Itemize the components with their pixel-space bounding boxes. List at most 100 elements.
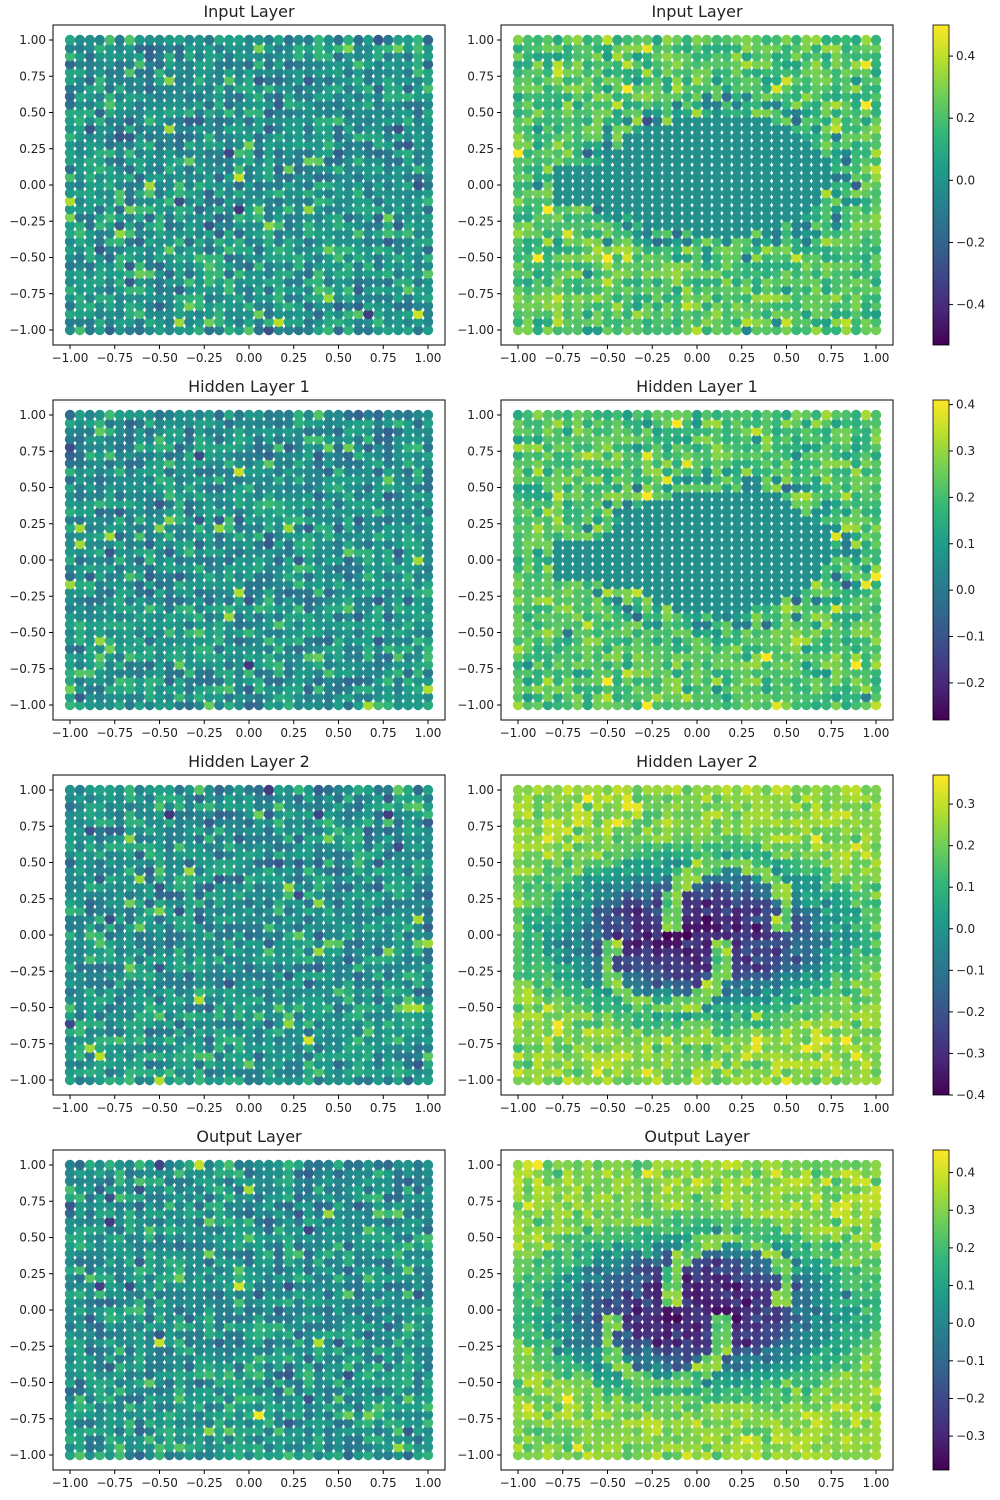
row1-left-point (134, 50, 145, 62)
row1-right-point (821, 316, 832, 328)
row1-left-point (293, 324, 304, 336)
row1-left-point (114, 195, 125, 207)
row1-left-point (313, 115, 324, 126)
row1-left-point (233, 228, 245, 239)
row1-left-point (194, 155, 205, 166)
row1-left-point (233, 83, 245, 94)
row1-left-point (94, 75, 106, 86)
row1-right-point (860, 316, 872, 328)
row1-left-point (402, 99, 414, 110)
row1-left-point (223, 42, 235, 54)
row1-right-ytick-label: 1.00 (467, 33, 494, 47)
row1-left-point (64, 139, 76, 150)
row1-right-point (781, 324, 792, 336)
row1-right-point (632, 284, 643, 295)
row1-left-point (214, 83, 225, 94)
row1-left-point (373, 163, 384, 175)
row1-left-point (422, 228, 434, 239)
row1-left-point (64, 292, 76, 303)
row1-right-point (572, 324, 583, 336)
row1-left-point (333, 316, 344, 328)
row2-left-xtick-label: 0.75 (370, 726, 397, 740)
row1-left-point (134, 187, 145, 199)
row1-left-point (223, 171, 235, 183)
row1-left-point (134, 147, 145, 158)
row1-left-point (393, 147, 404, 158)
row1-left-point (323, 308, 334, 320)
row1-left-point (154, 115, 165, 126)
row1-left-point (263, 75, 275, 86)
row1-left-point (263, 204, 275, 215)
row1-left-point (164, 139, 175, 150)
row1-left-point (233, 252, 245, 263)
row1-left-point (124, 204, 135, 215)
row1-left-point (283, 300, 294, 311)
row1-left-point (194, 268, 205, 279)
row1-left-point (243, 260, 255, 271)
row1-left-point (323, 195, 334, 207)
row1-left-point (383, 58, 394, 70)
row1-left-point (303, 316, 314, 328)
row1-left-point (64, 123, 76, 134)
row1-left-point (343, 67, 354, 78)
row1-left-point (422, 195, 434, 207)
row1-right-point (771, 324, 782, 336)
row1-right-point (642, 34, 653, 46)
row2-left-ytick-label: −1.00 (9, 698, 46, 712)
row1-left-point (402, 316, 414, 328)
row1-left-point (263, 171, 275, 183)
row1-left-point (114, 83, 125, 94)
row1-left-point (283, 324, 294, 336)
row1-right-point (691, 276, 703, 287)
row1-left-point (422, 187, 434, 199)
row1-left-point (273, 236, 284, 247)
row1-left-point (214, 115, 225, 126)
row1-left-point (64, 163, 76, 175)
row1-right-point (652, 300, 663, 311)
row1-left-point (214, 34, 225, 46)
row1-left-point (94, 50, 106, 62)
row1-left-point (134, 204, 145, 215)
row1-left-point (253, 83, 265, 94)
row1-left-ytick-label: 0.25 (19, 142, 46, 156)
row1-left-point (144, 292, 155, 303)
row1-left-point (333, 123, 344, 134)
row1-left-point (144, 83, 155, 94)
row1-left-point (64, 195, 76, 207)
row1-left-point (134, 252, 145, 263)
row1-left-point (104, 252, 116, 263)
row1-left-point (363, 300, 374, 311)
row1-left-point (263, 163, 275, 175)
row1-left-point (422, 155, 434, 166)
row2-left-point (194, 409, 205, 421)
row1-left-point (154, 99, 165, 110)
row1-left-point (174, 284, 185, 295)
row1-right-point (761, 308, 772, 320)
row1-left-point (154, 212, 165, 223)
row1-left-point (303, 139, 314, 150)
row1-left-point (84, 42, 96, 54)
row1-left-point (402, 163, 414, 175)
row1-left-point (194, 131, 205, 142)
row1-left-point (393, 163, 404, 175)
row1-left-point (124, 300, 135, 311)
row1-right-point (731, 292, 742, 303)
row1-colorbar-tick-label: −0.2 (956, 235, 985, 249)
row1-right-point (681, 324, 693, 336)
row1-right-point (711, 284, 723, 295)
row1-left-point (293, 260, 304, 271)
row1-left-point (422, 236, 434, 247)
row1-left-point (74, 75, 86, 86)
row1-left-point (363, 204, 374, 215)
row1-left-point (422, 58, 434, 70)
row1-left-point (243, 252, 255, 263)
row1-left-point (164, 292, 175, 303)
row1-left-point (333, 260, 344, 271)
row1-left-point (164, 324, 175, 336)
row1-left-point (164, 163, 175, 175)
row1-left-point (74, 163, 86, 175)
row1-left-point (174, 75, 185, 86)
row1-left-point (323, 99, 334, 110)
row1-left-point (333, 34, 344, 46)
row1-right-point (671, 284, 683, 295)
